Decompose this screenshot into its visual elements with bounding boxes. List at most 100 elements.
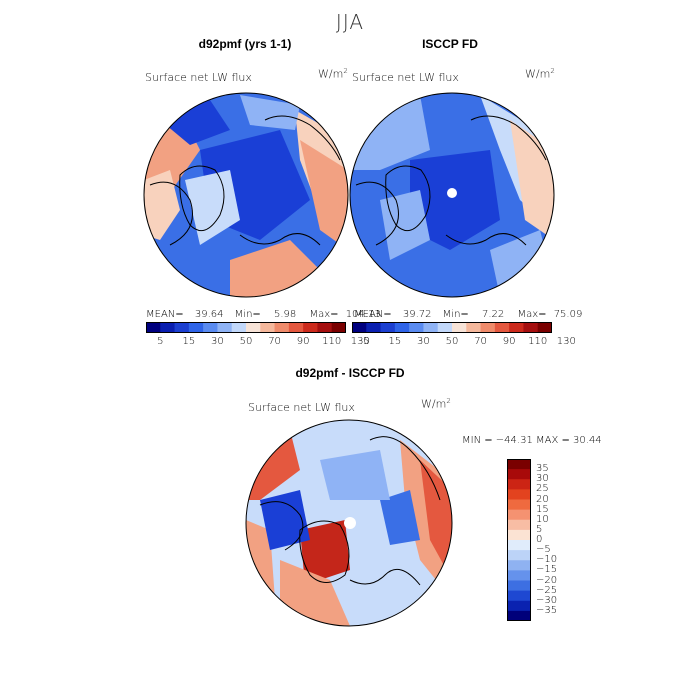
map-2-pole-gap bbox=[447, 188, 457, 198]
figure-title: JJA bbox=[335, 10, 365, 34]
panel-1-mean-value: 39.64 bbox=[194, 309, 224, 320]
diff-colorbar-border bbox=[507, 459, 531, 621]
panel-2-colorbar-swatch-11 bbox=[509, 322, 524, 333]
panel-1-title: d92pmf (yrs 1-1) bbox=[198, 37, 292, 51]
panel-1-colorbar-swatch-9 bbox=[274, 322, 290, 333]
panel-1-min-label: Min= bbox=[234, 309, 261, 320]
panel-2-colorbar-tick-label: 15 bbox=[388, 336, 402, 347]
diff-colorbar-swatch-9 bbox=[507, 550, 531, 561]
panel-2-colorbar-swatch-8 bbox=[466, 322, 481, 333]
panel-1-colorbar-swatch-0 bbox=[146, 322, 161, 333]
map-3-pole-gap bbox=[344, 517, 356, 529]
diff-colorbar-tick-label: 35 bbox=[536, 463, 549, 475]
map-2-border bbox=[349, 92, 555, 298]
panel-1-colorbar-border bbox=[146, 322, 346, 333]
panel-1-colorbar-swatch-13 bbox=[331, 322, 346, 333]
map-1-light-region-north bbox=[240, 95, 300, 130]
diff-colorbar-swatch-5 bbox=[507, 509, 531, 521]
panel-1-min-value: 5.98 bbox=[273, 309, 297, 320]
panel-2-colorbar-swatch-5 bbox=[423, 322, 439, 333]
panel-2-colorbar-swatch-9 bbox=[480, 322, 496, 333]
panel-1-mean-label: MEAN= bbox=[146, 309, 184, 320]
panel-2-stats: MEAN= 39.72 Min= 7.22 Max= 75.09 bbox=[354, 309, 582, 320]
diff-colorbar-ticks: 35 30 25 20 15 10 5 0 −5 −10 −15 −20 −25 −30 −35 bbox=[536, 459, 576, 621]
diff-colorbar-tick-label: −15 bbox=[536, 564, 558, 576]
panel-2-min-label: Min= bbox=[442, 309, 469, 320]
panel-2-colorbar-swatch-6 bbox=[437, 322, 453, 333]
map-3-coastline-greenland bbox=[299, 520, 350, 583]
diff-colorbar-swatch-2 bbox=[507, 479, 531, 490]
panel-2-colorbar-swatch-12 bbox=[523, 322, 539, 333]
diff-colorbar-swatch-13 bbox=[507, 590, 531, 602]
diff-colorbar-tick-label: 10 bbox=[536, 513, 549, 525]
map-2-coastline-greenland bbox=[385, 165, 431, 232]
panel-1-colorbar-tick-label: 110 bbox=[322, 336, 342, 347]
diff-colorbar-tick-label: −30 bbox=[536, 594, 558, 606]
map-2-coastlines bbox=[355, 115, 547, 246]
panel-2-colorbar-tick-label: 70 bbox=[474, 336, 487, 347]
panel-2-colorbar-tick-label: 130 bbox=[556, 336, 576, 347]
map-panel-3 bbox=[246, 420, 452, 626]
map-3-border bbox=[245, 419, 453, 627]
panel-2-min-value: 7.22 bbox=[481, 309, 505, 320]
panel-3-title: d92pmf - ISCCP FD bbox=[295, 366, 405, 380]
panel-1-colorbar-tick-label: 50 bbox=[239, 336, 253, 347]
panel-1-colorbar-ticks: 5 15 30 50 70 90 110 130 bbox=[146, 336, 370, 350]
diff-colorbar-tick-label: 25 bbox=[536, 483, 549, 495]
map-1-border bbox=[143, 92, 349, 298]
diff-colorbar-swatch-0 bbox=[507, 459, 531, 470]
diff-colorbar-tick-label: −10 bbox=[536, 554, 558, 566]
panel-2-colorbar-swatch-13 bbox=[537, 322, 552, 333]
panel-1-colorbar-swatch-1 bbox=[160, 322, 175, 333]
panel-1-units-label: W/m2 bbox=[318, 67, 348, 81]
map-1-warm-region-east bbox=[300, 140, 348, 250]
panel-1-colorbar-swatch-3 bbox=[188, 322, 204, 333]
panel-1-colorbar-swatch-2 bbox=[174, 322, 190, 333]
panel-2-units-label: W/m2 bbox=[525, 67, 555, 81]
diff-colorbar-swatch-11 bbox=[507, 570, 531, 581]
map-1-greenland-region bbox=[185, 170, 240, 245]
map-3-deep-region-canada bbox=[260, 490, 310, 550]
panel-2-colorbar-tick-label: 50 bbox=[445, 336, 459, 347]
panel-1-colorbar-swatch-8 bbox=[260, 322, 275, 333]
panel-2-colorbar-tick-label: 5 bbox=[363, 336, 370, 347]
panel-2-colorbar-tick-label: 30 bbox=[417, 336, 430, 347]
diff-colorbar-tick-label: −5 bbox=[536, 544, 551, 556]
panel-1-colorbar-tick-label: 30 bbox=[211, 336, 224, 347]
panel-2-mean-value: 39.72 bbox=[402, 309, 432, 320]
panel-2-colorbar-swatch-1 bbox=[366, 322, 381, 333]
map-3-warm-region-south bbox=[280, 560, 350, 626]
panel-2-colorbar-swatch-2 bbox=[380, 322, 396, 333]
diff-colorbar-tick-label: 5 bbox=[536, 523, 543, 535]
panel-2-colorbar-tick-label: 110 bbox=[528, 336, 548, 347]
panel-2-title: ISCCP FD bbox=[422, 37, 478, 51]
diff-colorbar-swatch-1 bbox=[507, 469, 531, 480]
map-1-deep-region-north bbox=[160, 100, 230, 145]
panel-1-colorbar-swatch-5 bbox=[217, 322, 233, 333]
diff-colorbar-swatch-10 bbox=[507, 560, 531, 571]
map-3-blue-region-siberia bbox=[380, 490, 420, 545]
map-3-light-region-pole bbox=[320, 450, 390, 500]
panel-1-colorbar-tick-label: 70 bbox=[268, 336, 281, 347]
diff-colorbar-swatch-14 bbox=[507, 600, 531, 612]
map-2-greenland-region bbox=[380, 190, 430, 260]
panel-2-max-value: 75.09 bbox=[553, 309, 583, 320]
panel-1-colorbar-swatch-12 bbox=[317, 322, 333, 333]
panel-1-colorbar bbox=[146, 322, 346, 333]
panel-1-colorbar-tick-label: 15 bbox=[182, 336, 196, 347]
panel-3-units-label: W/m2 bbox=[421, 397, 451, 411]
panel-1-colorbar-tick-label: 5 bbox=[157, 336, 164, 347]
panel-2-colorbar-swatch-0 bbox=[352, 322, 367, 333]
diff-colorbar-tick-label: −25 bbox=[536, 584, 558, 596]
panel-2-colorbar-swatch-7 bbox=[452, 322, 467, 333]
diff-colorbar-swatch-6 bbox=[507, 519, 531, 531]
panel-1-colorbar-tick-label: 90 bbox=[296, 336, 310, 347]
panel-2-colorbar-ticks: 5 15 30 50 70 90 110 130 bbox=[352, 336, 576, 350]
diff-colorbar bbox=[507, 459, 531, 621]
panel-2-colorbar-swatch-10 bbox=[494, 322, 510, 333]
diff-colorbar-tick-label: −20 bbox=[536, 574, 558, 586]
panel-2-colorbar-tick-label: 90 bbox=[502, 336, 516, 347]
panel-2-colorbar-swatch-4 bbox=[409, 322, 424, 333]
map-panel-1 bbox=[144, 93, 348, 297]
panel-1-colorbar-swatch-7 bbox=[246, 322, 261, 333]
